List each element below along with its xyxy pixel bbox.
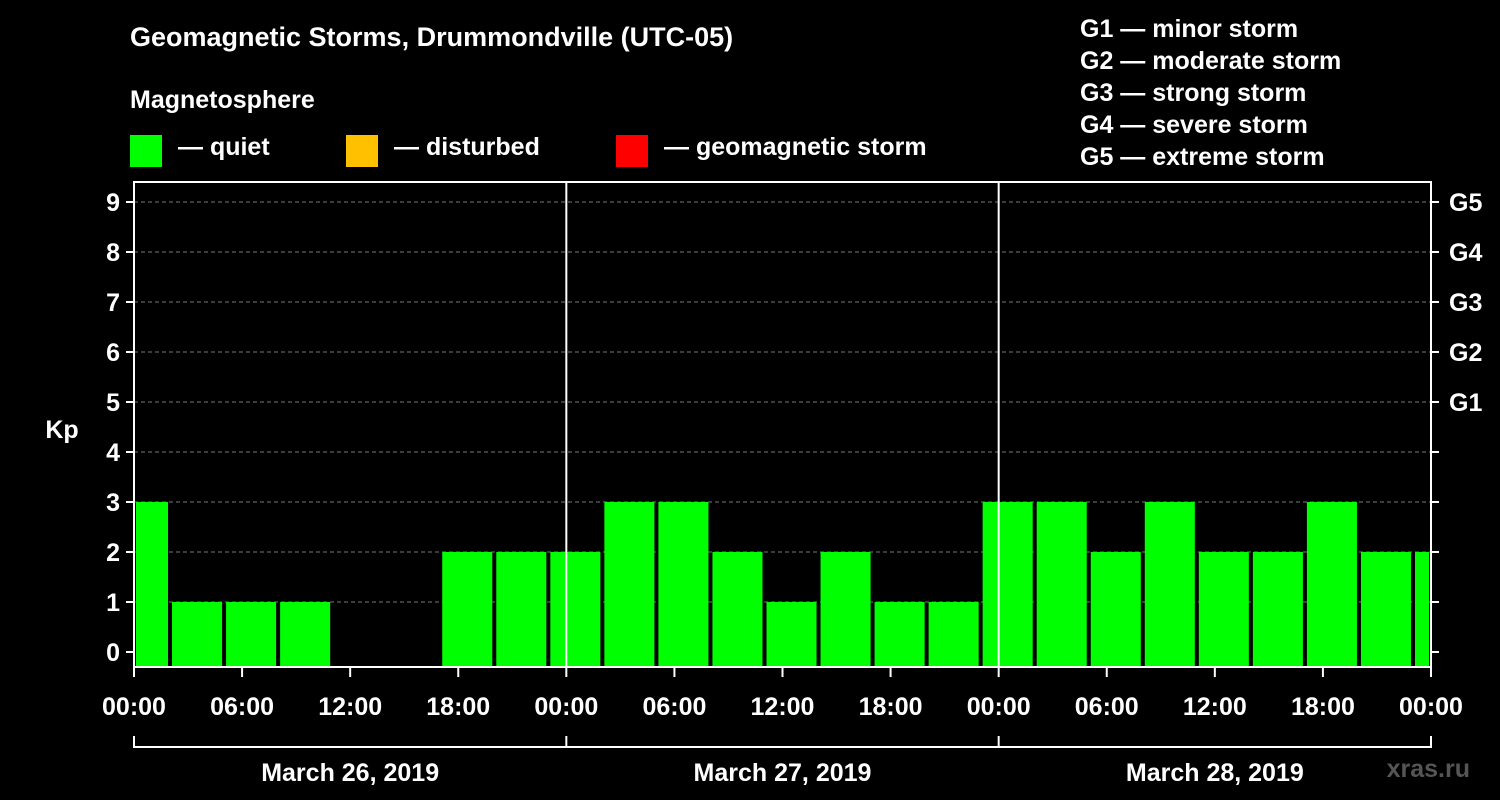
x-tick-label: 00:00 <box>534 693 598 721</box>
y-tick-label: 1 <box>106 589 120 617</box>
kp-bar <box>1414 552 1429 667</box>
day-label: March 27, 2019 <box>694 759 872 787</box>
y-tick-label: 5 <box>106 389 120 417</box>
chart-title: Geomagnetic Storms, Drummondville (UTC-0… <box>130 22 734 52</box>
y-tick-label: 9 <box>106 189 120 217</box>
y-tick-label: 0 <box>106 639 120 667</box>
storm-scale-g4: G4 — severe storm <box>1080 111 1308 139</box>
y-tick-label: 6 <box>106 339 120 367</box>
legend-disturbed-swatch <box>346 135 378 167</box>
y-tick-label: 8 <box>106 239 120 267</box>
magnetosphere-label: Magnetosphere <box>130 86 315 114</box>
x-tick-label: 12:00 <box>751 693 815 721</box>
x-tick-label: 06:00 <box>1075 693 1139 721</box>
day-label: March 28, 2019 <box>1126 759 1304 787</box>
kp-bar <box>136 502 169 667</box>
g-scale-label: G5 <box>1449 189 1482 217</box>
y-tick-label: 3 <box>106 489 120 517</box>
kp-bar <box>928 602 979 667</box>
kp-bar <box>1090 552 1141 667</box>
kp-bar <box>604 502 655 667</box>
bars <box>136 502 1429 667</box>
day-label: March 26, 2019 <box>261 759 439 787</box>
x-tick-label: 18:00 <box>426 693 490 721</box>
kp-bar <box>1252 552 1303 667</box>
kp-bar <box>496 552 547 667</box>
legend-quiet-swatch <box>130 135 162 167</box>
x-tick-label: 06:00 <box>642 693 706 721</box>
legend-quiet-label: — quiet <box>178 133 270 161</box>
storm-scale-g5: G5 — extreme storm <box>1080 143 1325 171</box>
y-tick-label: 4 <box>106 439 120 467</box>
storm-scale-g1: G1 — minor storm <box>1080 15 1299 43</box>
kp-bar <box>280 602 331 667</box>
x-tick-label: 12:00 <box>1183 693 1247 721</box>
x-tick-label: 18:00 <box>1291 693 1355 721</box>
g-scale-label: G1 <box>1449 389 1482 417</box>
kp-bar <box>1306 502 1357 667</box>
x-tick-label: 18:00 <box>859 693 923 721</box>
kp-bar <box>1144 502 1195 667</box>
kp-bar <box>226 602 277 667</box>
kp-bar <box>550 552 601 667</box>
kp-bar <box>766 602 817 667</box>
g-scale-label: G2 <box>1449 339 1482 367</box>
g-scale-label: G3 <box>1449 289 1482 317</box>
kp-bar <box>1036 502 1087 667</box>
x-tick-label: 00:00 <box>1399 693 1463 721</box>
kp-bar <box>658 502 709 667</box>
watermark: xras.ru <box>1386 755 1470 783</box>
x-tick-label: 00:00 <box>967 693 1031 721</box>
g-scale-label: G4 <box>1449 239 1482 267</box>
axes: 0 1 2 3 4 5 6 7 8 9 G1 G2 G3 G4 G5 00:00 06:00 12:00 18:00… <box>102 181 1482 787</box>
legend-storm-label: — geomagnetic storm <box>664 133 927 161</box>
legend-disturbed-label: — disturbed <box>394 133 540 161</box>
kp-bar <box>442 552 493 667</box>
x-tick-label: 00:00 <box>102 693 166 721</box>
grid-lines <box>134 201 1431 603</box>
y-tick-label: 7 <box>106 289 120 317</box>
kp-bar <box>1360 552 1411 667</box>
storm-scale-g2: G2 — moderate storm <box>1080 47 1342 75</box>
kp-bar <box>1198 552 1249 667</box>
kp-bar <box>874 602 925 667</box>
kp-bar <box>172 602 223 667</box>
storm-scale-g3: G3 — strong storm <box>1080 79 1307 107</box>
kp-bar <box>820 552 871 667</box>
x-tick-label: 06:00 <box>210 693 274 721</box>
kp-bar <box>712 552 763 667</box>
y-axis-label: Kp <box>45 416 78 444</box>
kp-bar <box>982 502 1033 667</box>
y-tick-label: 2 <box>106 539 120 567</box>
legend-storm-swatch <box>616 135 648 167</box>
x-tick-label: 12:00 <box>318 693 382 721</box>
